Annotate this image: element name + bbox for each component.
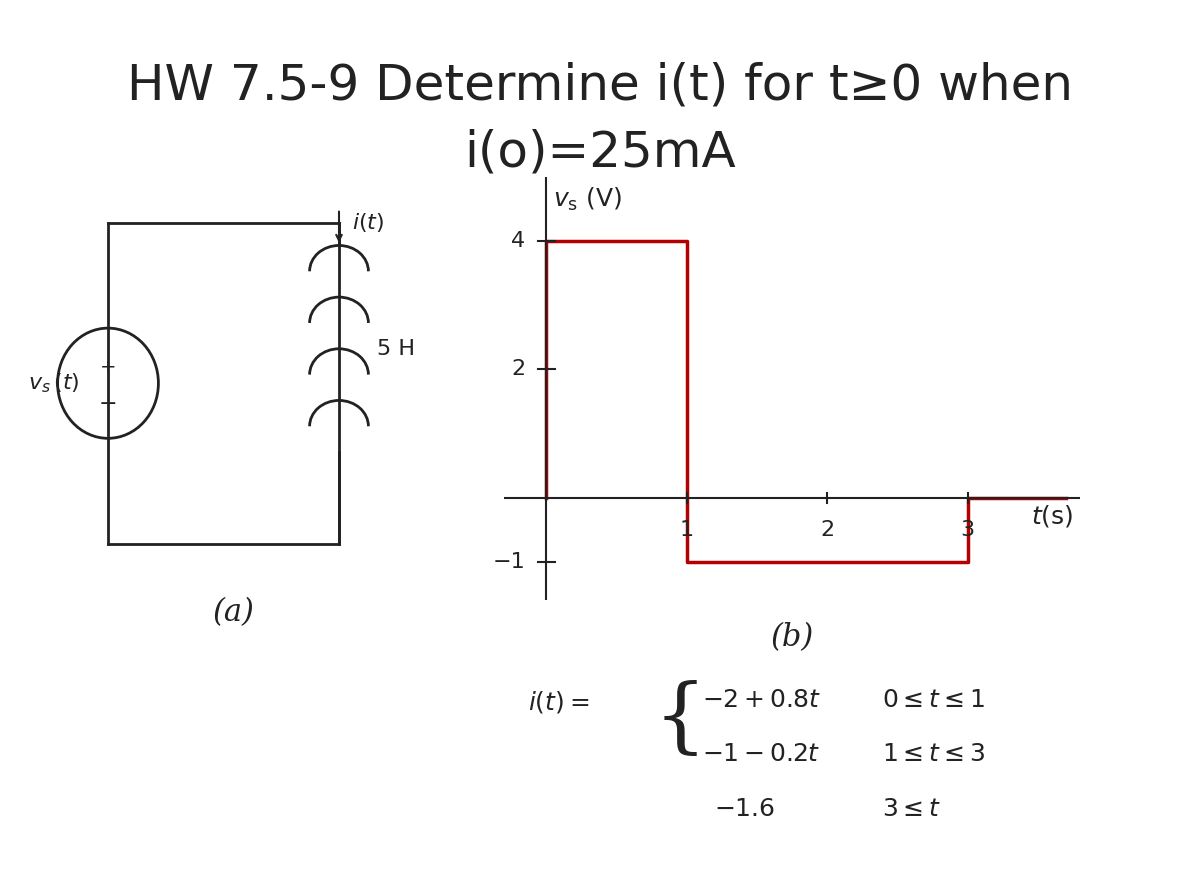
Text: 5 H: 5 H — [377, 339, 415, 358]
Text: $-1-0.2t$: $-1-0.2t$ — [702, 743, 821, 766]
Text: (a): (a) — [214, 597, 254, 629]
Text: HW 7.5-9 Determine i(t) for t≥0 when: HW 7.5-9 Determine i(t) for t≥0 when — [127, 62, 1073, 109]
Text: +: + — [100, 358, 116, 377]
Text: $i(t)$: $i(t)$ — [352, 211, 384, 234]
Text: 4: 4 — [511, 230, 526, 251]
Text: (b): (b) — [770, 623, 814, 653]
Text: 2: 2 — [820, 520, 834, 540]
Text: $v_s\,(t)$: $v_s\,(t)$ — [29, 372, 80, 395]
Text: 2: 2 — [511, 359, 526, 380]
Text: $1 \leq t \leq 3$: $1 \leq t \leq 3$ — [882, 743, 985, 766]
Text: $-1.6$: $-1.6$ — [714, 798, 775, 821]
Text: $v_\mathrm{s}$ (V): $v_\mathrm{s}$ (V) — [553, 186, 623, 214]
Text: $0 \leq t \leq 1$: $0 \leq t \leq 1$ — [882, 689, 985, 712]
Text: $i(t)=$: $i(t)=$ — [528, 689, 589, 714]
Text: $t$(s): $t$(s) — [1031, 502, 1073, 529]
Text: 3: 3 — [960, 520, 974, 540]
Text: {: { — [654, 680, 707, 760]
Text: −: − — [98, 394, 118, 414]
Text: −1: −1 — [492, 552, 526, 572]
Text: $3 \leq t$: $3 \leq t$ — [882, 798, 941, 821]
Text: $-2+0.8t$: $-2+0.8t$ — [702, 689, 821, 712]
Text: i(o)=25mA: i(o)=25mA — [464, 128, 736, 176]
Text: 1: 1 — [679, 520, 694, 540]
